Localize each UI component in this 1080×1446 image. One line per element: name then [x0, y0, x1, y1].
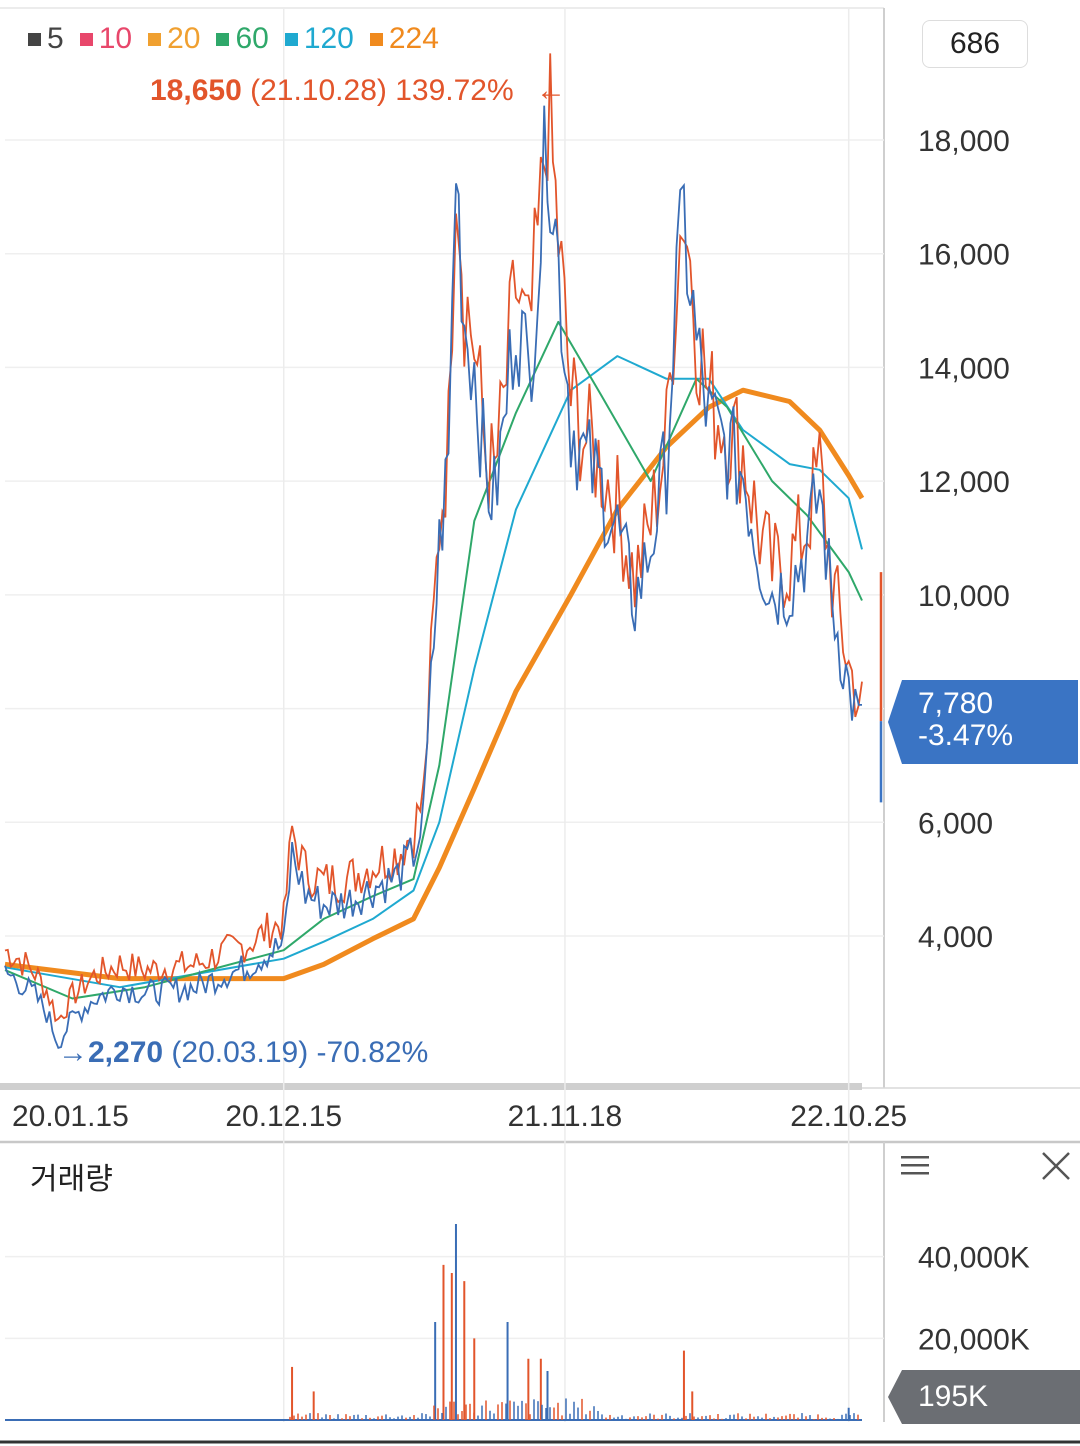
- ma-224-line: [4, 387, 865, 982]
- arrow-right-icon: →: [58, 1036, 88, 1069]
- current-change: -3.47%: [918, 719, 1014, 752]
- legend-label: 60: [235, 22, 269, 55]
- price-tick-label: 12,000: [918, 466, 1010, 499]
- hamburger-glyph: [901, 1156, 929, 1175]
- legend-label: 5: [47, 22, 64, 55]
- volume-tick-label: 20,000K: [918, 1323, 1030, 1356]
- ma-120-line: [4, 355, 863, 989]
- legend-swatch: [79, 32, 93, 46]
- ma-60-line: [4, 320, 863, 1000]
- price-tick-label: 18,000: [918, 125, 1010, 158]
- price-tick-label: 6,000: [918, 807, 993, 840]
- price-tick-label: 16,000: [918, 239, 1010, 272]
- legend-label: 120: [303, 22, 354, 55]
- min-price: 2,270: [88, 1036, 164, 1069]
- legend-label: 224: [388, 22, 439, 55]
- price-tag-shape: [888, 680, 1078, 764]
- legend-item-10[interactable]: 10: [79, 22, 133, 56]
- legend-swatch: [369, 32, 383, 46]
- legend-label: 20: [167, 22, 201, 55]
- legend-item-60[interactable]: 60: [216, 22, 269, 56]
- legend-item-224[interactable]: 224: [369, 22, 439, 56]
- current-price-tag: 7,780 -3.47%: [888, 680, 1078, 764]
- max-price: 18,650: [150, 74, 242, 107]
- max-date: (21.10.28): [250, 74, 387, 107]
- min-date: (20.03.19): [171, 1036, 309, 1069]
- min-price-annotation: →2,270 (20.03.19) -70.82%: [58, 1036, 428, 1070]
- time-tick-label: 22.10.25: [790, 1100, 907, 1133]
- time-tick-label: 21.11.18: [508, 1100, 623, 1133]
- legend-item-20[interactable]: 20: [148, 22, 200, 56]
- volume-title: 거래량: [30, 1163, 113, 1196]
- current-volume: 195K: [918, 1380, 989, 1413]
- current-volume-tag: 195K: [888, 1370, 1080, 1424]
- legend-swatch: [216, 32, 230, 46]
- legend-swatch: [28, 32, 41, 46]
- current-price: 7,780: [918, 687, 994, 720]
- price-tick-label: 4,000: [918, 921, 993, 954]
- arrow-left-icon: ←: [536, 74, 566, 107]
- hamburger-icon[interactable]: [900, 1150, 930, 1189]
- close-glyph: [1042, 1152, 1070, 1180]
- min-change: -70.82%: [316, 1036, 429, 1069]
- close-icon[interactable]: [1040, 1150, 1072, 1191]
- max-change: 139.72%: [395, 74, 514, 107]
- max-price-annotation: 18,650 (21.10.28) 139.72% ←: [150, 74, 566, 108]
- top-right-value-box[interactable]: 686: [922, 20, 1028, 68]
- volume-tick-label: 40,000K: [918, 1242, 1030, 1275]
- legend-item-5[interactable]: 5: [28, 22, 64, 56]
- price-tick-label: 14,000: [918, 352, 1010, 385]
- legend-swatch: [148, 32, 162, 46]
- scroll-bar: [0, 1083, 862, 1090]
- volume-tag-shape: [888, 1370, 1080, 1424]
- legend-item-120[interactable]: 120: [284, 22, 354, 56]
- legend-label: 10: [98, 22, 133, 55]
- legend-swatch: [284, 32, 298, 46]
- price-close-line: [4, 105, 862, 1050]
- time-tick-label: 20.12.15: [225, 1100, 342, 1133]
- top-right-value: 686: [949, 27, 1001, 60]
- price-tick-label: 10,000: [918, 580, 1010, 613]
- time-tick-label: 20.01.15: [12, 1100, 129, 1133]
- moving-average-legend: 5 10 20 60 120 224: [28, 22, 455, 56]
